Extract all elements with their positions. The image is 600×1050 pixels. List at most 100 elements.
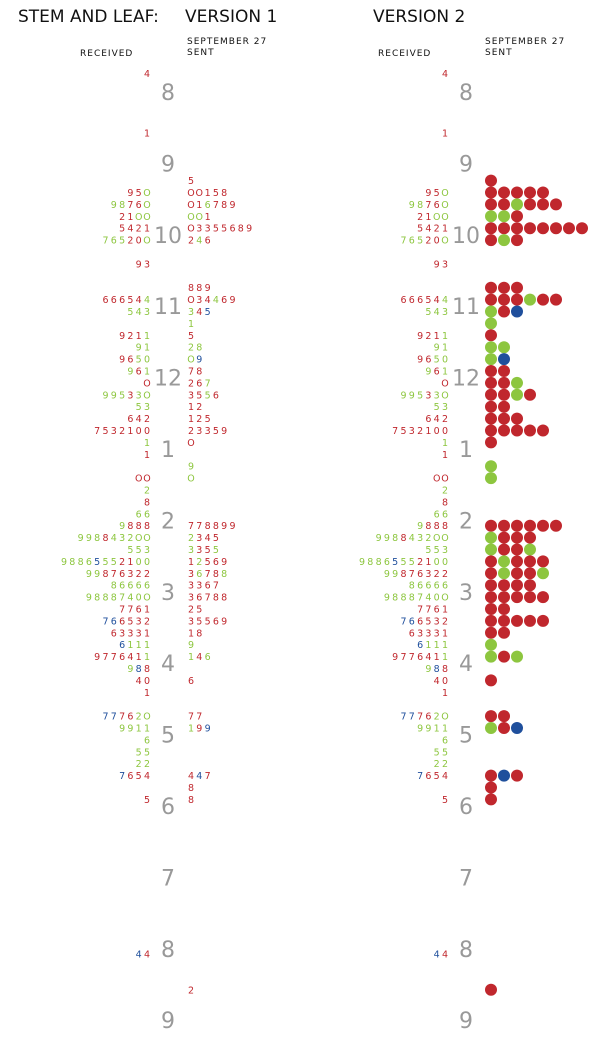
sent-dot xyxy=(485,614,497,627)
received-leaf: 6 xyxy=(442,735,448,746)
received-leaf: O xyxy=(441,533,448,544)
sent-leaf: 3 xyxy=(196,295,202,306)
sent-dot xyxy=(498,424,510,437)
received-leaf: 2 xyxy=(442,414,448,425)
received-leaf: 9 xyxy=(127,724,133,735)
received-leaf: 0 xyxy=(144,426,150,437)
received-leaf: 6 xyxy=(434,581,440,592)
received-leaf: 9 xyxy=(119,355,125,366)
received-leaf: 5 xyxy=(434,747,440,758)
received-leaf: 5 xyxy=(434,188,440,199)
sent-dot xyxy=(511,234,523,247)
received-leaf: 9 xyxy=(102,390,108,401)
received-leaf: 5 xyxy=(442,747,448,758)
sent-dot xyxy=(498,650,510,663)
received-leaf: 6 xyxy=(417,640,423,651)
sent-dot xyxy=(485,638,497,651)
received-leaf: 7 xyxy=(400,616,406,627)
received-leaf: 8 xyxy=(144,521,150,532)
received-leaf: 8 xyxy=(400,533,406,544)
received-leaf: 6 xyxy=(409,236,415,247)
received-leaf: O xyxy=(441,390,448,401)
stem: 8 xyxy=(161,81,175,106)
received-leaf: 4 xyxy=(111,533,117,544)
received-leaf: 8 xyxy=(434,521,440,532)
version-heading: VERSION 2 xyxy=(373,7,465,27)
stem: 5 xyxy=(161,724,175,749)
received-leaf: 1 xyxy=(442,605,448,616)
stem: 7 xyxy=(459,866,473,891)
received-leaf: 5 xyxy=(442,795,448,806)
received-leaf: O xyxy=(143,188,150,199)
sent-leaf: 3 xyxy=(188,616,194,627)
received-leaf: 5 xyxy=(417,390,423,401)
received-leaf: 6 xyxy=(384,557,390,568)
sent-leaf: 2 xyxy=(188,605,194,616)
received-leaf: 9 xyxy=(111,390,117,401)
received-leaf: 7 xyxy=(127,605,133,616)
sent-dot xyxy=(485,317,497,330)
sent-leaf: 3 xyxy=(188,390,194,401)
received-leaf: 2 xyxy=(127,236,133,247)
received-leaf: 5 xyxy=(136,188,142,199)
sent-leaf: 9 xyxy=(196,724,202,735)
received-leaf: 5 xyxy=(119,390,125,401)
received-leaf: 9 xyxy=(127,367,133,378)
received-leaf: 3 xyxy=(127,628,133,639)
sent-dot xyxy=(524,222,536,235)
sent-leaf: 3 xyxy=(188,593,194,604)
sent-leaf: 9 xyxy=(229,200,235,211)
sent-leaf: 9 xyxy=(229,521,235,532)
received-leaf: 7 xyxy=(392,426,398,437)
received-leaf: 6 xyxy=(136,581,142,592)
column-label: SENT xyxy=(485,48,513,58)
received-leaf: 5 xyxy=(425,545,431,556)
received-leaf: 9 xyxy=(400,390,406,401)
sent-dot xyxy=(498,555,510,568)
sent-dot xyxy=(485,436,497,449)
sent-dot xyxy=(485,341,497,354)
sent-dot xyxy=(511,555,523,568)
sent-dot xyxy=(524,186,536,199)
sent-dot xyxy=(485,472,497,485)
sent-leaf: 4 xyxy=(188,771,194,782)
received-leaf: 2 xyxy=(425,331,431,342)
sent-dot xyxy=(550,293,562,306)
sent-leaf: 9 xyxy=(205,283,211,294)
received-leaf: 5 xyxy=(425,295,431,306)
received-leaf: 4 xyxy=(442,69,448,80)
sent-dot xyxy=(511,222,523,235)
received-leaf: 2 xyxy=(136,224,142,235)
received-leaf: 5 xyxy=(434,402,440,413)
received-leaf: 9 xyxy=(136,259,142,270)
received-leaf: 1 xyxy=(127,212,133,223)
received-leaf: O xyxy=(143,474,150,485)
sent-leaf: 8 xyxy=(188,283,194,294)
received-leaf: O xyxy=(433,212,440,223)
sent-leaf: 6 xyxy=(213,390,219,401)
sent-dot xyxy=(498,210,510,223)
sent-leaf: 1 xyxy=(205,212,211,223)
received-leaf: 5 xyxy=(434,771,440,782)
sent-leaf: 8 xyxy=(188,795,194,806)
sent-dot xyxy=(511,519,523,532)
sent-leaf: 7 xyxy=(205,771,211,782)
stem: 2 xyxy=(161,509,175,534)
sent-dot xyxy=(511,305,523,318)
received-leaf: 9 xyxy=(359,557,365,568)
sent-leaf: 8 xyxy=(188,783,194,794)
sent-dot xyxy=(537,293,549,306)
received-leaf: 6 xyxy=(409,628,415,639)
stem: 9 xyxy=(161,1009,175,1034)
received-leaf: 7 xyxy=(119,771,125,782)
sent-dot xyxy=(537,614,549,627)
received-leaf: 7 xyxy=(409,652,415,663)
received-leaf: 3 xyxy=(434,390,440,401)
sent-dot xyxy=(485,210,497,223)
sent-leaf: O xyxy=(187,438,194,449)
sent-leaf: O xyxy=(187,212,194,223)
sent-dot xyxy=(511,650,523,663)
received-leaf: 9 xyxy=(434,259,440,270)
received-leaf: 4 xyxy=(442,950,448,961)
received-leaf: 5 xyxy=(136,771,142,782)
